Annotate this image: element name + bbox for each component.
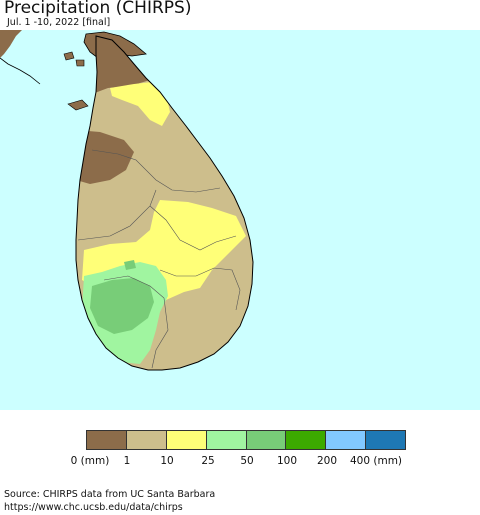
island-small-1	[63, 51, 75, 61]
mainland-india-coast	[0, 57, 41, 85]
mainland-india	[0, 30, 22, 58]
map-svg	[0, 30, 480, 410]
map-title: Precipitation (CHIRPS)	[4, 0, 192, 18]
zone-1-10-southeast	[160, 274, 252, 364]
precipitation-map	[0, 30, 480, 410]
source-line-2: https://www.chc.ucsb.edu/data/chirps	[4, 501, 183, 513]
legend-label-25: 25	[201, 455, 215, 467]
boundary-central-west	[77, 189, 157, 241]
legend-label-50: 50	[240, 455, 254, 467]
source-note: Source: CHIRPS data from UC Santa Barbar…	[4, 489, 215, 514]
legend-swatch-10	[166, 431, 207, 449]
island-coastline	[75, 35, 254, 371]
zone-10-25-northeast	[110, 82, 170, 126]
legend-swatch-400	[366, 431, 405, 449]
legend-swatch-100	[286, 431, 327, 449]
mannar-island	[67, 99, 89, 111]
legend-label-100: 100	[276, 455, 298, 467]
legend-swatch-25	[206, 431, 247, 449]
legend-swatch-50	[246, 431, 287, 449]
province-boundaries	[77, 149, 241, 369]
legend-label-10: 10	[160, 455, 174, 467]
legend-swatch-0	[87, 431, 127, 449]
boundary-uva	[159, 267, 241, 311]
legend-label-0: 0 (mm)	[70, 455, 110, 467]
color-legend	[86, 430, 406, 450]
legend-label-400: 400 (mm)	[349, 455, 403, 467]
island-small-2	[75, 59, 85, 67]
source-line-1: Source: CHIRPS data from UC Santa Barbar…	[4, 489, 216, 500]
zone-0-1-northwest	[76, 130, 134, 184]
zone-50-100-spot	[124, 260, 136, 270]
boundary-north-central	[91, 149, 221, 193]
map-subtitle: Jul. 1 -10, 2022 [final]	[7, 17, 111, 28]
legend-label-1: 1	[123, 455, 131, 467]
boundary-sabaragamuwa	[103, 275, 169, 369]
legend-labels: 0 (mm) 1 10 25 50 100 200 400 (mm)	[0, 455, 480, 469]
boundary-central-east	[149, 205, 237, 251]
zone-50-100-core	[90, 278, 154, 334]
legend-swatch-200	[326, 431, 367, 449]
legend-swatch-1	[126, 431, 167, 449]
legend-label-200: 200	[316, 455, 338, 467]
